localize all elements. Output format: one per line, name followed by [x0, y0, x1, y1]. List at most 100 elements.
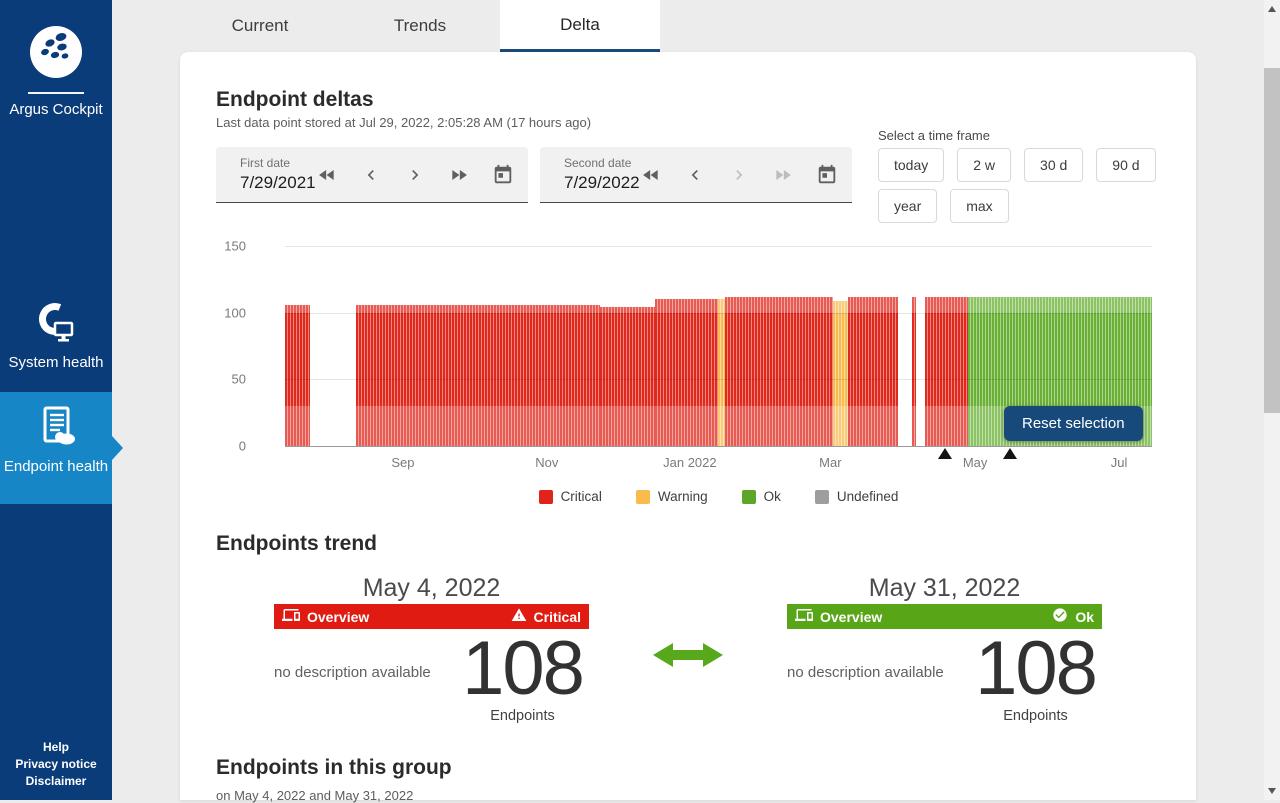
chart-bar-segment-critical[interactable] [356, 304, 600, 446]
legend-label: Undefined [836, 489, 899, 504]
chart-y-axis: 0 50 100 150 [186, 239, 246, 454]
selection-marker-handle[interactable] [937, 448, 952, 459]
endpoint-health-icon [34, 406, 78, 452]
tab-current[interactable]: Current [180, 0, 340, 52]
endpoint-count: 108 [462, 626, 585, 711]
status-badge: Critical [533, 608, 581, 625]
endpoint-count-block: 108 Endpoints [440, 626, 605, 725]
time-frame-90d-button[interactable]: 90 d [1096, 148, 1156, 182]
chart-selection-markers [285, 448, 1152, 460]
fast-rewind-icon[interactable] [640, 164, 662, 186]
chart-bar-segment-critical[interactable] [655, 299, 719, 446]
sidebar-item-endpoint-health[interactable]: Endpoint health [0, 392, 112, 504]
chart-bar-segment-critical[interactable] [924, 296, 969, 446]
trend-card-description: no description available [274, 664, 431, 681]
scroll-up-icon[interactable] [1268, 6, 1276, 12]
endpoints-trend-heading: Endpoints trend [216, 532, 377, 555]
time-frame-today-button[interactable]: today [878, 148, 945, 182]
legend-label: Warning [657, 489, 708, 504]
page-title: Endpoint deltas [216, 88, 374, 111]
chart-bar-segment-warning[interactable] [717, 299, 726, 446]
tab-label: Trends [393, 16, 447, 35]
y-tick-label: 100 [224, 305, 246, 321]
compare-arrow-icon [652, 638, 724, 677]
legend-label: Critical [560, 489, 602, 504]
reset-selection-button[interactable]: Reset selection [1004, 406, 1143, 441]
sidebar-item-label: Endpoint health [3, 458, 109, 475]
trend-card-description: no description available [787, 664, 944, 681]
time-frame-30d-button[interactable]: 30 d [1024, 148, 1084, 182]
selection-marker-handle[interactable] [1002, 448, 1017, 459]
banner-title: Overview [307, 608, 370, 625]
tab-trends[interactable]: Trends [340, 0, 500, 52]
chart-legend: Critical Warning Ok Undefined [285, 489, 1152, 504]
chart-bar-segment-critical[interactable] [285, 304, 311, 446]
system-health-icon [34, 303, 78, 348]
privacy-notice-link[interactable]: Privacy notice [15, 757, 97, 771]
help-link[interactable]: Help [42, 740, 69, 754]
ok-swatch-icon [741, 489, 756, 504]
calendar-icon[interactable] [492, 164, 514, 186]
time-frame-max-button[interactable]: max [950, 189, 1009, 223]
sidebar: Argus Cockpit System health [0, 0, 123, 800]
chart-x-axis: Sep Nov Jan 2022 Mar May Jul [285, 455, 1152, 473]
first-date-label: First date [240, 156, 291, 170]
chevron-right-icon[interactable] [404, 164, 426, 186]
legend-item-warning: Warning [635, 489, 708, 504]
time-frame-2w-button[interactable]: 2 w [957, 148, 1012, 182]
chevron-left-icon[interactable] [360, 164, 382, 186]
sidebar-item-system-health[interactable]: System health [0, 288, 112, 392]
chart-bar-segment-warning[interactable] [832, 300, 848, 446]
second-date-picker: Second date 7/29/2022 [540, 147, 852, 203]
legend-label: Ok [763, 489, 781, 504]
x-tick-label: Jan 2022 [663, 455, 717, 470]
second-date-value[interactable]: 7/29/2022 [564, 173, 640, 192]
second-date-label: Second date [564, 156, 632, 170]
y-tick-label: 50 [231, 371, 246, 387]
tab-label: Delta [560, 14, 600, 34]
y-tick-label: 0 [238, 438, 246, 454]
gridline-150 [285, 246, 1152, 247]
time-frame-label: Select a time frame [878, 128, 990, 143]
trend-card-status-banner: Overview Critical [274, 604, 589, 629]
chart-bar-segment-critical[interactable] [847, 296, 899, 446]
tab-delta[interactable]: Delta [500, 0, 660, 52]
undefined-swatch-icon [814, 489, 829, 504]
tab-label: Current [231, 16, 289, 35]
devices-icon [282, 606, 300, 627]
endpoint-count-unit: Endpoints [1003, 708, 1068, 724]
sidebar-item-label: System health [8, 354, 104, 371]
legend-item-undefined: Undefined [814, 489, 899, 504]
gridline-50 [285, 379, 1152, 381]
chart-bar-segment-critical[interactable] [911, 296, 917, 446]
banner-title: Overview [820, 608, 883, 625]
time-frame-year-button[interactable]: year [878, 189, 938, 223]
devices-icon [795, 606, 813, 627]
warning-triangle-icon [511, 607, 527, 626]
chart-bar-segment-critical[interactable] [599, 307, 656, 446]
check-circle-icon [1052, 607, 1068, 626]
critical-swatch-icon [538, 489, 553, 504]
endpoint-count-block: 108 Endpoints [953, 626, 1118, 725]
fast-forward-icon[interactable] [448, 164, 470, 186]
chart-bar-segment-critical[interactable] [725, 296, 833, 446]
endpoint-count: 108 [975, 626, 1098, 711]
x-tick-label: Sep [391, 455, 415, 470]
disclaimer-link[interactable]: Disclaimer [25, 774, 87, 788]
calendar-icon[interactable] [816, 164, 838, 186]
chevron-left-icon[interactable] [684, 164, 706, 186]
x-tick-label: May [962, 455, 988, 470]
trend-card-date: May 31, 2022 [868, 574, 1021, 602]
warning-swatch-icon [635, 489, 650, 504]
legend-item-ok: Ok [741, 489, 781, 504]
trend-card-date: May 4, 2022 [362, 574, 501, 602]
first-date-picker: First date 7/29/2021 [216, 147, 528, 203]
scroll-down-icon[interactable] [1268, 788, 1276, 794]
chart-light-band [285, 296, 1152, 313]
first-date-value[interactable]: 7/29/2021 [240, 173, 316, 192]
last-data-point-text: Last data point stored at Jul 29, 2022, … [216, 115, 592, 130]
fast-rewind-icon[interactable] [316, 164, 338, 186]
scrollbar-thumb[interactable] [1264, 68, 1280, 413]
x-tick-label: Mar [819, 455, 842, 470]
